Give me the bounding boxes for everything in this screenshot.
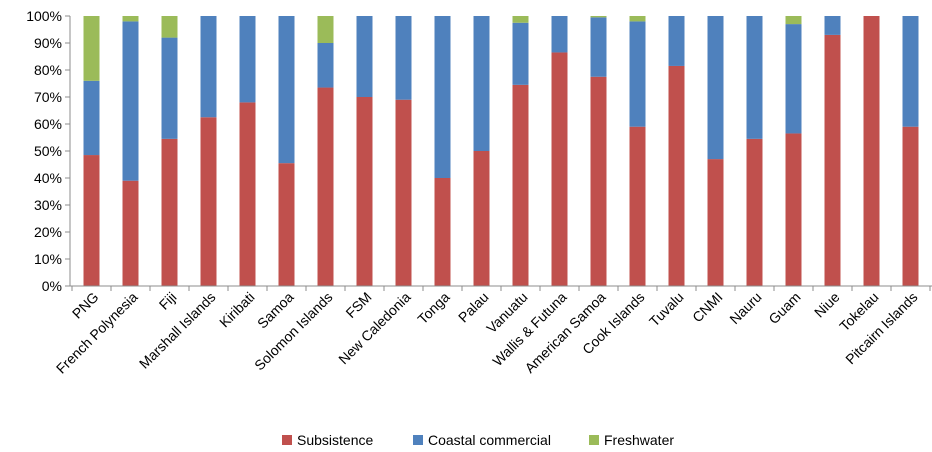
x-tick-label: Tonga [414,289,452,327]
bar-freshwater-french-polynesia [122,16,139,22]
y-axis: 0% 10% 20% 30% 40% 50% 60% 70% 80% 90% 100% [26,8,71,294]
bar-subsistence-tuvalu [668,65,685,286]
bar-coastal-commercial-marshall-islands [200,16,217,118]
bar-freshwater-solomon-islands [317,16,334,43]
bar-coastal-commercial-tonga [434,16,451,178]
x-tick-label: Palau [455,289,492,326]
x-tick-label: Guam [765,289,803,327]
x-tick-label: PNG [69,289,102,322]
bar-subsistence-solomon-islands [317,87,334,286]
bar-freshwater-guam [785,16,802,25]
bar-subsistence-tonga [434,178,451,286]
bar-coastal-commercial-pitcairn-islands [902,16,919,127]
y-tick-label: 70% [34,89,62,105]
legend-swatch [282,435,292,445]
y-tick-label: 50% [34,143,62,159]
bar-subsistence-samoa [278,163,295,286]
bar-coastal-commercial-palau [473,16,490,151]
bar-subsistence-png [83,155,100,286]
bar-coastal-commercial-new-caledonia [395,16,412,100]
bar-subsistence-vanuatu [512,84,529,286]
bar-subsistence-cnmi [707,159,724,286]
bar-subsistence-marshall-islands [200,117,217,286]
bar-coastal-commercial-niue [824,16,841,35]
bar-subsistence-wallis-futuna [551,52,568,287]
x-tick-label: Pitcairn Islands [842,289,920,367]
y-tick-label: 40% [34,170,62,186]
y-tick-label: 10% [34,251,62,267]
bar-subsistence-tokelau [863,16,880,286]
legend-swatch [589,435,599,445]
x-tick-label: Tuvalu [646,289,687,330]
bar-freshwater-american-samoa [590,16,607,18]
bar-freshwater-vanuatu [512,16,529,23]
bar-subsistence-fiji [161,138,178,286]
y-tick-label: 20% [34,224,62,240]
bar-subsistence-american-samoa [590,76,607,286]
legend-label: Subsistence [297,432,373,448]
legend: Subsistence Coastal commercial Freshwater [282,432,674,448]
y-tick-label: 80% [34,62,62,78]
y-tick-label: 60% [34,116,62,132]
bar-coastal-commercial-american-samoa [590,17,607,77]
bar-coastal-commercial-fsm [356,16,373,97]
x-tick-label: New Caledonia [335,289,414,368]
bar-coastal-commercial-french-polynesia [122,21,139,181]
bar-freshwater-cook-islands [629,16,646,22]
y-tick-label: 100% [26,8,62,24]
bars [83,16,919,287]
bar-coastal-commercial-fiji [161,37,178,139]
bar-subsistence-kiribati [239,102,256,287]
bar-coastal-commercial-cnmi [707,16,724,160]
bar-coastal-commercial-kiribati [239,16,256,103]
bar-coastal-commercial-tuvalu [668,16,685,66]
bar-subsistence-pitcairn-islands [902,126,919,286]
bar-coastal-commercial-cook-islands [629,21,646,127]
legend-label: Coastal commercial [428,432,551,448]
bar-subsistence-nauru [746,138,763,286]
x-tick-label: FSM [342,289,374,321]
bar-freshwater-fiji [161,16,178,38]
x-tick-label: Kiribati [216,289,258,331]
bar-coastal-commercial-guam [785,24,802,134]
bar-coastal-commercial-vanuatu [512,22,529,85]
y-tick-label: 0% [42,278,62,294]
bar-subsistence-palau [473,151,490,286]
x-tick-label: Niue [811,289,843,321]
bar-freshwater-png [83,16,100,81]
y-tick-label: 90% [34,35,62,51]
bar-coastal-commercial-png [83,80,100,156]
y-tick-label: 30% [34,197,62,213]
bar-subsistence-french-polynesia [122,180,139,286]
bar-subsistence-niue [824,34,841,287]
bar-subsistence-guam [785,133,802,286]
bar-subsistence-cook-islands [629,126,646,286]
x-tick-label: Fiji [156,289,180,313]
legend-swatch [413,435,423,445]
x-tick-label: CNMI [689,289,726,326]
x-tick-label: Nauru [726,289,764,327]
bar-coastal-commercial-samoa [278,16,295,164]
bar-subsistence-new-caledonia [395,99,412,286]
bar-coastal-commercial-wallis-futuna [551,16,568,53]
bar-subsistence-fsm [356,97,373,286]
legend-label: Freshwater [604,432,674,448]
bar-coastal-commercial-solomon-islands [317,43,334,88]
bar-coastal-commercial-nauru [746,16,763,139]
